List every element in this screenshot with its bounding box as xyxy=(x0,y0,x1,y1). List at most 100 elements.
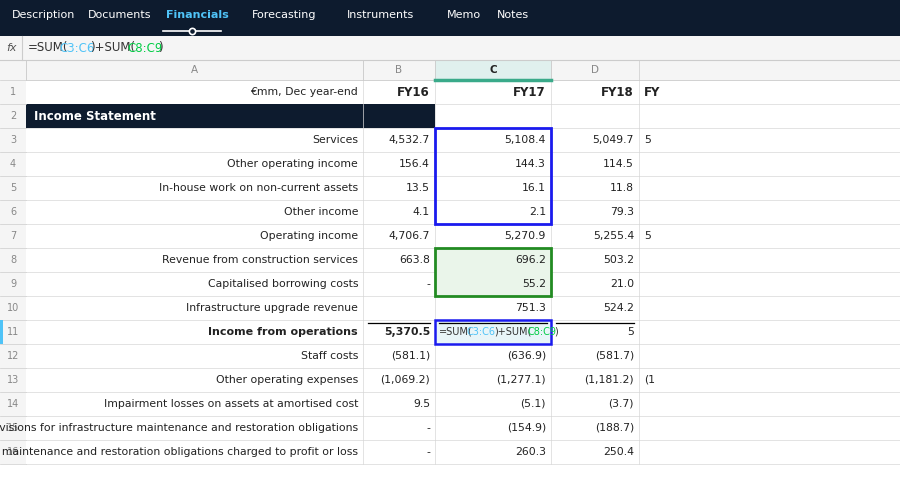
Text: ial of provisions for infrastructure maintenance and restoration obligations: ial of provisions for infrastructure mai… xyxy=(0,423,358,433)
Text: )+SUM(: )+SUM( xyxy=(90,42,135,54)
Text: 5,370.5: 5,370.5 xyxy=(383,327,430,337)
Bar xyxy=(0,104,900,128)
Bar xyxy=(0,320,900,344)
Text: 16: 16 xyxy=(7,447,19,457)
Text: FY: FY xyxy=(644,86,661,98)
Text: FY16: FY16 xyxy=(397,86,430,98)
Bar xyxy=(435,320,551,344)
Text: 2: 2 xyxy=(10,111,16,121)
Text: 9.5: 9.5 xyxy=(413,399,430,409)
Bar xyxy=(0,248,26,272)
Bar xyxy=(0,200,26,224)
Text: 4,706.7: 4,706.7 xyxy=(389,231,430,241)
Bar xyxy=(0,80,26,104)
Bar xyxy=(0,248,900,272)
Text: Financials: Financials xyxy=(166,10,229,20)
Text: Infrastructure upgrade revenue: Infrastructure upgrade revenue xyxy=(186,303,358,313)
Text: ): ) xyxy=(554,327,558,337)
Text: 5,108.4: 5,108.4 xyxy=(505,135,546,145)
Text: 503.2: 503.2 xyxy=(603,255,634,265)
Text: 16.1: 16.1 xyxy=(522,183,546,193)
Bar xyxy=(435,128,551,224)
Bar xyxy=(363,60,435,80)
Text: )+SUM(: )+SUM( xyxy=(494,327,531,337)
Text: 6: 6 xyxy=(10,207,16,217)
Text: 4: 4 xyxy=(10,159,16,169)
Text: Other operating expenses: Other operating expenses xyxy=(216,375,358,385)
Text: Forecasting: Forecasting xyxy=(252,10,317,20)
Bar xyxy=(435,248,551,296)
Text: 13: 13 xyxy=(7,375,19,385)
Text: (188.7): (188.7) xyxy=(595,423,634,433)
Text: 144.3: 144.3 xyxy=(515,159,546,169)
Bar xyxy=(0,392,26,416)
Bar xyxy=(0,176,900,200)
Text: Revenue from construction services: Revenue from construction services xyxy=(162,255,358,265)
Text: 11: 11 xyxy=(7,327,19,337)
Text: =SUM(: =SUM( xyxy=(28,42,68,54)
Text: =SUM(: =SUM( xyxy=(439,327,472,337)
Text: Memo: Memo xyxy=(447,10,482,20)
Text: 114.5: 114.5 xyxy=(603,159,634,169)
Text: 1: 1 xyxy=(10,87,16,97)
Text: Impairment losses on assets at amortised cost: Impairment losses on assets at amortised… xyxy=(104,399,358,409)
Text: In-house work on non-current assets: In-house work on non-current assets xyxy=(159,183,358,193)
Text: 7: 7 xyxy=(10,231,16,241)
Text: -: - xyxy=(426,423,430,433)
Bar xyxy=(435,320,551,344)
Bar xyxy=(0,368,900,392)
Bar xyxy=(0,36,900,60)
Bar xyxy=(0,344,26,368)
Text: (5.1): (5.1) xyxy=(520,399,546,409)
Bar xyxy=(0,440,900,464)
Bar xyxy=(0,152,900,176)
Text: 10: 10 xyxy=(7,303,19,313)
Bar xyxy=(639,60,900,80)
Text: 14: 14 xyxy=(7,399,19,409)
Text: Instruments: Instruments xyxy=(347,10,414,20)
Text: (1,069.2): (1,069.2) xyxy=(380,375,430,385)
Text: 5: 5 xyxy=(627,327,634,337)
Bar xyxy=(0,272,900,296)
Text: Notes: Notes xyxy=(497,10,529,20)
Text: 5: 5 xyxy=(644,231,651,241)
Bar xyxy=(551,60,639,80)
Text: FY18: FY18 xyxy=(601,86,634,98)
Bar xyxy=(435,60,551,80)
Bar xyxy=(0,320,3,344)
Text: 8: 8 xyxy=(10,255,16,265)
Bar xyxy=(26,104,435,128)
Text: Services: Services xyxy=(312,135,358,145)
Bar xyxy=(0,200,900,224)
Text: 12: 12 xyxy=(7,351,19,361)
Text: (581.7): (581.7) xyxy=(595,351,634,361)
Text: Other operating income: Other operating income xyxy=(227,159,358,169)
Text: -: - xyxy=(426,447,430,457)
Text: Staff costs: Staff costs xyxy=(301,351,358,361)
Bar xyxy=(0,0,900,36)
Text: €mm, Dec year-end: €mm, Dec year-end xyxy=(250,87,358,97)
Bar xyxy=(0,416,900,440)
Text: 21.0: 21.0 xyxy=(610,279,634,289)
Bar xyxy=(0,224,26,248)
Text: 9: 9 xyxy=(10,279,16,289)
Text: 13.5: 13.5 xyxy=(406,183,430,193)
Text: 4,532.7: 4,532.7 xyxy=(389,135,430,145)
Bar xyxy=(0,272,26,296)
Text: ): ) xyxy=(158,42,163,54)
Text: (1,277.1): (1,277.1) xyxy=(497,375,546,385)
Bar xyxy=(0,368,26,392)
Text: 2.1: 2.1 xyxy=(529,207,546,217)
Text: C: C xyxy=(490,65,497,75)
Text: 5,255.4: 5,255.4 xyxy=(593,231,634,241)
Bar xyxy=(0,80,900,104)
Text: C3:C6: C3:C6 xyxy=(466,327,496,337)
Bar xyxy=(0,128,900,152)
Text: 250.4: 250.4 xyxy=(603,447,634,457)
Text: Description: Description xyxy=(12,10,76,20)
Text: 696.2: 696.2 xyxy=(515,255,546,265)
Bar xyxy=(0,60,900,80)
Bar xyxy=(0,224,900,248)
Text: (3.7): (3.7) xyxy=(608,399,634,409)
Bar xyxy=(435,272,551,296)
